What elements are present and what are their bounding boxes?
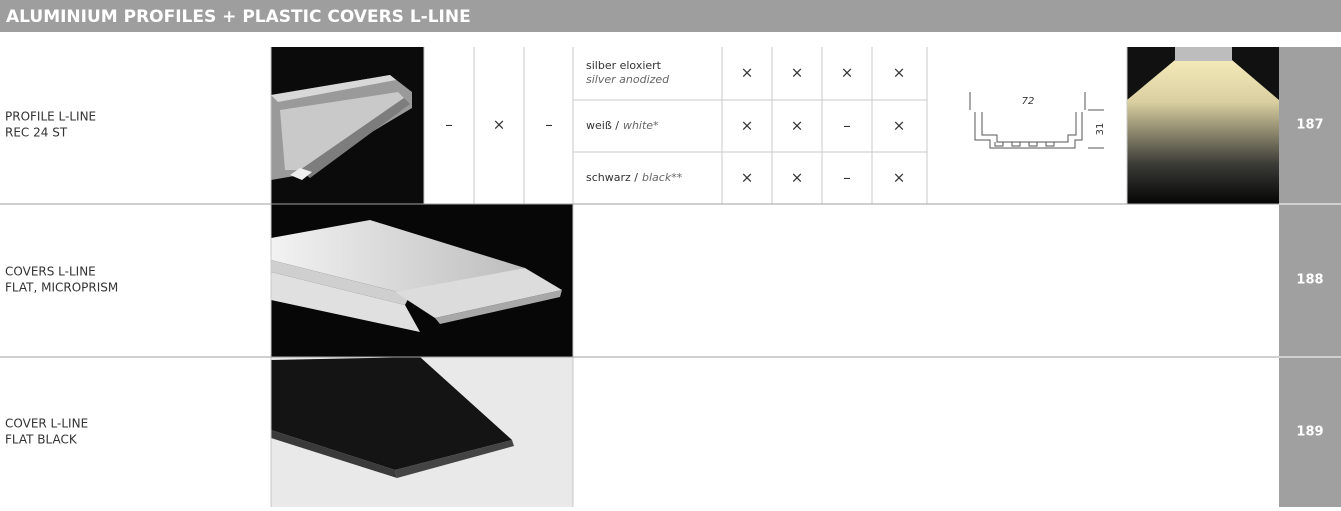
finish-mark: – [843,169,851,187]
product-name: FLAT BLACK [5,433,78,447]
finish-label: schwarz / black** [586,171,683,184]
finish-mark: – [843,117,851,135]
product-name: REC 24 ST [5,126,68,140]
finish-mark: × [893,117,906,135]
covers-image [271,204,573,357]
option-mark: × [493,116,506,134]
finish-mark: × [791,169,804,187]
profile-drawing [969,92,1104,149]
page-number: 189 [1296,425,1323,440]
finish-mark: × [893,169,906,187]
page-number: 188 [1296,273,1323,288]
page-number: 187 [1296,118,1323,133]
finish-en: silver anodized [586,73,670,86]
finish-de: weiß / [586,119,619,132]
finish-de: silber eloxiert [586,59,662,72]
finish-mark: × [893,64,906,82]
finish-mark: × [741,117,754,135]
page-column [1279,47,1341,507]
finish-en: white* [623,119,659,132]
header-bar [0,0,1341,32]
black-cover-image [271,357,573,507]
header-title: ALUMINIUM PROFILES + PLASTIC COVERS L-LI… [6,7,471,27]
finish-mark: × [841,64,854,82]
finish-mark: × [791,117,804,135]
drawing-width: 72 [1022,96,1035,107]
finish-mark: × [791,64,804,82]
product-name: COVERS L-LINE [5,265,96,279]
finish-mark: × [741,169,754,187]
product-name: FLAT, MICROPRISM [5,281,118,295]
drawing-height: 31 [1095,123,1106,136]
finish-en: black** [642,171,683,184]
finish-label: weiß / white* [586,119,659,132]
finish-mark: × [741,64,754,82]
product-name: PROFILE L-LINE [5,110,96,124]
option-mark: – [445,116,453,134]
profile-image [271,47,424,204]
product-name: COVER L-LINE [5,417,88,431]
grid [270,47,1128,507]
light-image [1127,47,1279,204]
finish-de: schwarz / [586,171,638,184]
option-mark: – [545,116,553,134]
